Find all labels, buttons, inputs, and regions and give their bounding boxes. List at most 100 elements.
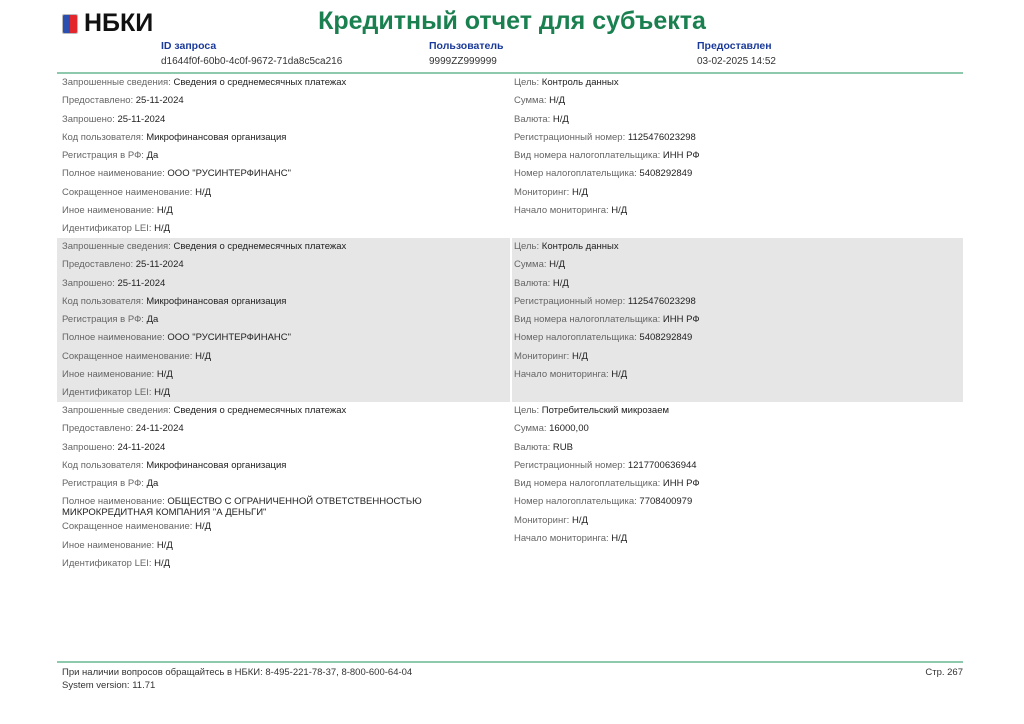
field-row: Регистрация в РФ: Да	[62, 314, 502, 332]
field-row: Сокращенное наименование: Н/Д	[62, 351, 502, 369]
field-row: Иное наименование: Н/Д	[62, 205, 502, 223]
field-value: 24-11-2024	[135, 423, 184, 435]
field-row: Сумма: Н/Д	[514, 95, 954, 113]
page-number: Стр. 267	[925, 667, 963, 678]
field-label: Запрошено:	[62, 113, 118, 125]
field-label: Номер налогоплательщика:	[514, 168, 640, 180]
field-label: Предоставлено:	[62, 259, 136, 271]
field-value: ООО "РУСИНТЕРФИНАНС"	[167, 332, 292, 344]
field-label: Запрошено:	[62, 277, 118, 289]
request-id-value: d1644f0f-60b0-4c0f-9672-71da8c5ca216	[161, 56, 343, 67]
field-value: Н/Д	[154, 223, 171, 235]
field-value: Н/Д	[549, 259, 566, 271]
field-value: 1217700636944	[627, 459, 697, 471]
field-row: Регистрационный номер: 1217700636944	[514, 460, 954, 478]
field-row: Запрошенные сведения: Сведения о среднем…	[62, 77, 502, 95]
field-label: Регистрация в РФ:	[62, 478, 147, 490]
field-value: Сведения о среднемесячных платежах	[173, 405, 347, 416]
field-row: Вид номера налогоплательщика: ИНН РФ	[514, 478, 954, 496]
field-value: Н/Д	[552, 113, 569, 125]
field-label: Мониторинг:	[514, 186, 572, 198]
field-value: Потребительский микрозаем	[541, 405, 670, 416]
field-value: Да	[146, 150, 159, 162]
inquiry-record: Запрошенные сведения: Сведения о среднем…	[57, 402, 963, 570]
field-row: Вид номера налогоплательщика: ИНН РФ	[514, 314, 954, 332]
logo-icon	[62, 13, 78, 34]
field-value: Н/Д	[611, 533, 628, 545]
column-divider	[510, 238, 512, 402]
field-row: Номер налогоплательщика: 7708400979	[514, 496, 954, 514]
field-value: 25-11-2024	[135, 95, 184, 107]
field-value: Контроль данных	[541, 77, 619, 88]
field-label: Иное наименование:	[62, 539, 157, 551]
field-value: Н/Д	[154, 558, 171, 570]
field-row: Валюта: RUB	[514, 442, 954, 460]
field-label: Вид номера налогоплательщика:	[514, 150, 663, 162]
field-label: Идентификатор LEI:	[62, 387, 155, 399]
field-row: Полное наименование: ОБЩЕСТВО С ОГРАНИЧЕ…	[62, 496, 502, 521]
field-value: Микрофинансовая организация	[146, 459, 287, 471]
field-value: Н/Д	[156, 205, 173, 217]
field-row: Предоставлено: 25-11-2024	[62, 95, 502, 113]
field-value: Сведения о среднемесячных платежах	[173, 241, 347, 252]
field-row: Сумма: Н/Д	[514, 259, 954, 277]
field-row: Запрошенные сведения: Сведения о среднем…	[62, 405, 502, 423]
page-title: Кредитный отчет для субъекта	[318, 7, 706, 35]
field-row: Код пользователя: Микрофинансовая органи…	[62, 460, 502, 478]
field-row: Регистрация в РФ: Да	[62, 150, 502, 168]
field-label: Цель:	[514, 405, 542, 416]
field-row: Иное наименование: Н/Д	[62, 540, 502, 558]
field-label: Регистрация в РФ:	[62, 314, 147, 326]
field-label: Предоставлено:	[62, 95, 136, 107]
right-column: Цель: Контроль данных Сумма: Н/Д Валюта: Н…	[514, 77, 954, 223]
field-value: Н/Д	[195, 350, 212, 362]
field-label: Мониторинг:	[514, 514, 572, 526]
field-label: Валюта:	[514, 113, 553, 125]
field-label: Запрошенные сведения:	[62, 77, 174, 88]
field-row: Предоставлено: 25-11-2024	[62, 259, 502, 277]
field-row: Сокращенное наименование: Н/Д	[62, 521, 502, 539]
field-value: ИНН РФ	[662, 314, 700, 326]
field-value: Микрофинансовая организация	[146, 131, 287, 143]
field-value: Н/Д	[549, 95, 566, 107]
header-divider	[57, 72, 963, 74]
right-column: Цель: Контроль данных Сумма: Н/Д Валюта: Н…	[514, 241, 954, 387]
field-row: Предоставлено: 24-11-2024	[62, 423, 502, 441]
field-label: Код пользователя:	[62, 459, 147, 471]
field-label: Регистрационный номер:	[514, 295, 628, 307]
field-value: 5408292849	[639, 332, 693, 344]
field-value: Да	[146, 314, 159, 326]
field-value: Н/Д	[156, 539, 173, 551]
field-row: Идентификатор LEI: Н/Д	[62, 387, 502, 405]
field-row: Валюта: Н/Д	[514, 114, 954, 132]
field-value: ОБЩЕСТВО С ОГРАНИЧЕННОЙ ОТВЕТСТВЕННОСТЬЮ…	[62, 496, 422, 519]
field-value: 1125476023298	[627, 295, 696, 307]
left-column: Запрошенные сведения: Сведения о среднем…	[62, 241, 502, 406]
field-label: Начало мониторинга:	[514, 205, 612, 217]
footer-version: System version: 11.71	[62, 680, 156, 691]
field-label: Начало мониторинга:	[514, 533, 612, 545]
field-row: Регистрационный номер: 1125476023298	[514, 132, 954, 150]
nbki-logo: НБКИ	[62, 9, 153, 38]
inquiry-record: Запрошенные сведения: Сведения о среднем…	[57, 74, 963, 238]
field-value: Н/Д	[195, 521, 212, 533]
field-value: Н/Д	[154, 387, 171, 399]
field-value: RUB	[552, 441, 573, 453]
field-value: Н/Д	[571, 186, 588, 198]
field-label: Валюта:	[514, 441, 553, 453]
field-label: Полное наименование:	[62, 496, 168, 508]
field-row: Цель: Потребительский микрозаем	[514, 405, 954, 423]
field-label: Сумма:	[514, 259, 550, 271]
field-label: Мониторинг:	[514, 350, 572, 362]
request-id-label: ID запроса	[161, 40, 217, 52]
field-row: Начало мониторинга: Н/Д	[514, 533, 954, 551]
field-value: Сведения о среднемесячных платежах	[173, 77, 347, 88]
field-value: Н/Д	[195, 186, 212, 198]
field-label: Сокращенное наименование:	[62, 186, 196, 198]
field-value: 25-11-2024	[117, 113, 166, 125]
field-value: Н/Д	[611, 369, 628, 381]
field-value: 1125476023298	[627, 131, 696, 143]
field-value: Н/Д	[552, 277, 569, 289]
user-label: Пользователь	[429, 40, 504, 52]
user-block: Пользователь 9999ZZ999999	[429, 40, 503, 67]
